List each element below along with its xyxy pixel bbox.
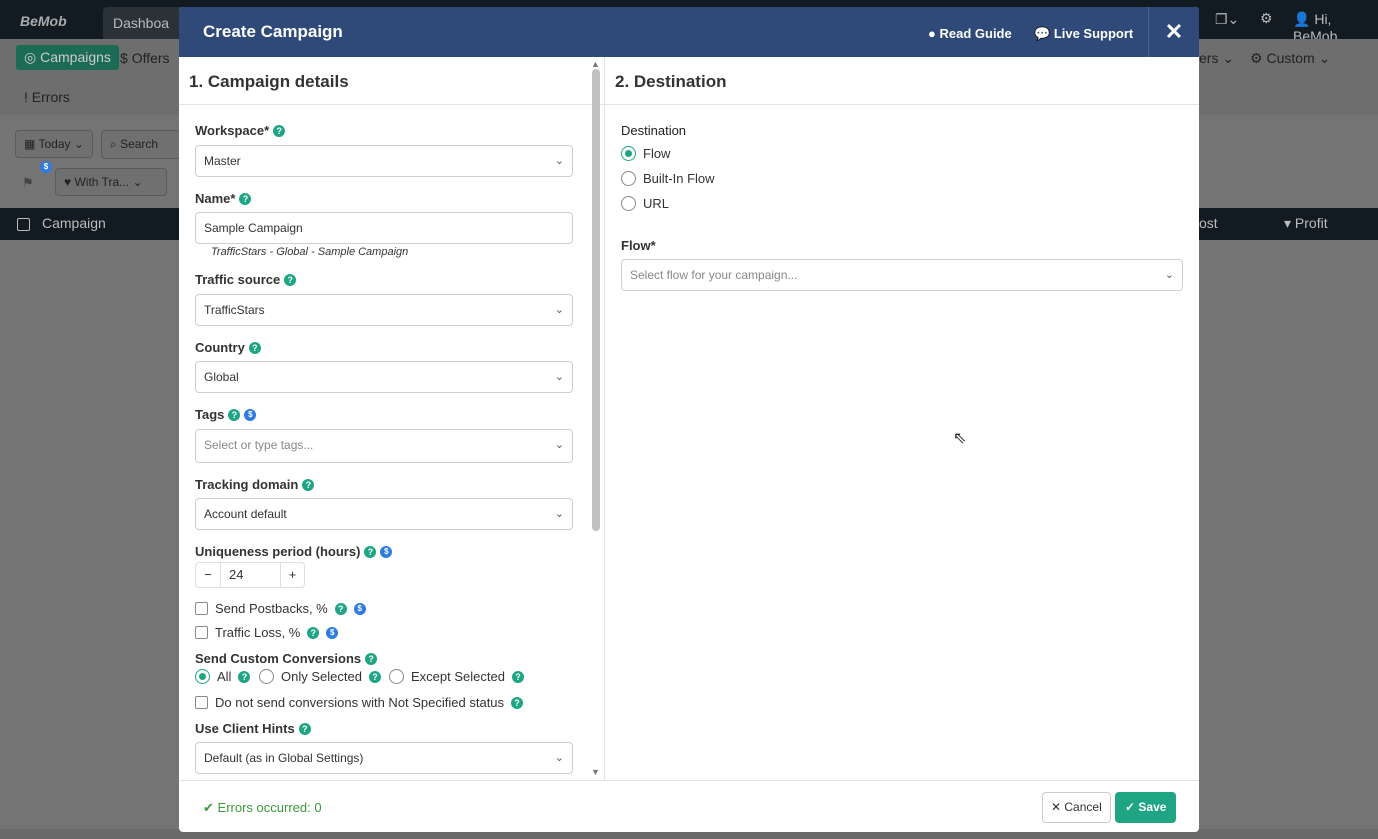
help-icon: ? xyxy=(238,670,251,683)
date-filter[interactable]: ▦ Today ⌄ xyxy=(15,130,93,158)
windows-icon[interactable]: ❐⌄ xyxy=(1215,11,1240,27)
section-heading: 1. Campaign details xyxy=(179,57,604,105)
destination-url-radio[interactable]: URL xyxy=(621,196,669,211)
nav-custom[interactable]: ⚙ Custom ⌄ xyxy=(1250,50,1331,66)
close-button[interactable]: ✕ xyxy=(1148,7,1199,57)
uniqueness-input[interactable]: 24 xyxy=(229,567,244,582)
name-hint: TrafficStars - Global - Sample Campaign xyxy=(211,246,409,258)
nav-others[interactable]: ers ⌄ xyxy=(1199,50,1235,66)
modal-footer: ✔ Errors occurred: 0 ✕ Cancel ✓ Save xyxy=(179,780,1199,832)
custom-conv-only-selected-radio[interactable]: Only Selected? xyxy=(259,669,381,684)
custom-conv-all-radio[interactable]: All? xyxy=(195,669,251,684)
traffic-source-select[interactable]: TrafficStars ⌄ xyxy=(195,294,573,326)
name-input[interactable]: Sample Campaign xyxy=(195,212,573,244)
save-button[interactable]: ✓ Save xyxy=(1115,792,1177,823)
help-icon: ? xyxy=(228,408,241,421)
errors-status: ✔ Errors occurred: 0 xyxy=(203,800,322,815)
not-specified-checkbox[interactable]: Do not send conversions with Not Specifi… xyxy=(195,695,524,710)
traffic-loss-checkbox[interactable]: Traffic Loss, %? $ xyxy=(195,625,339,640)
horizontal-scrollbar[interactable] xyxy=(0,829,1378,839)
dollar-icon: $ xyxy=(380,545,393,558)
send-postbacks-checkbox[interactable]: Send Postbacks, %? $ xyxy=(195,601,366,616)
custom-conv-except-selected-radio[interactable]: Except Selected? xyxy=(389,669,524,684)
help-icon: ? xyxy=(248,341,261,354)
scroll-down-icon[interactable]: ▼ xyxy=(591,767,600,777)
help-icon: ? xyxy=(364,545,377,558)
gear-icon[interactable]: ⚙ xyxy=(1260,10,1273,26)
help-icon: ? xyxy=(239,192,252,205)
help-icon: ? xyxy=(511,670,524,683)
help-icon: ? xyxy=(302,478,315,491)
help-icon: ? xyxy=(334,602,347,615)
col-campaign[interactable]: Campaign xyxy=(42,215,106,231)
check-circle-icon: ✔ xyxy=(203,800,214,815)
chevron-down-icon: ⌄ xyxy=(554,439,564,451)
traffic-filter[interactable]: ♥ With Tra... ⌄ xyxy=(55,168,167,196)
help-icon: ● xyxy=(928,26,936,41)
chevron-down-icon: ⌄ xyxy=(554,371,564,383)
nav-campaigns[interactable]: ◎ Campaigns xyxy=(16,45,119,70)
select-all-checkbox[interactable] xyxy=(17,218,30,231)
cancel-button[interactable]: ✕ Cancel xyxy=(1042,792,1111,823)
logo: BeMob xyxy=(20,13,67,29)
live-support-link[interactable]: 💬 Live Support xyxy=(1034,26,1134,41)
tracking-domain-select[interactable]: Account default ⌄ xyxy=(195,498,573,530)
badge: $ xyxy=(40,161,52,173)
dollar-icon: $ xyxy=(326,626,339,639)
flow-label: Flow* xyxy=(621,238,656,253)
dollar-icon: $ xyxy=(244,408,257,421)
read-guide-link[interactable]: ● Read Guide xyxy=(928,26,1012,41)
destination-panel: 2. Destination Destination Flow Built-In… xyxy=(605,57,1199,780)
chat-icon: 💬 xyxy=(1034,26,1051,41)
help-icon: ? xyxy=(273,124,286,137)
mouse-cursor-icon: ⇖ xyxy=(953,430,967,447)
modal-title: Create Campaign xyxy=(203,22,343,41)
increment-button[interactable]: + xyxy=(280,563,304,587)
chevron-down-icon: ⌄ xyxy=(554,752,564,764)
flow-select[interactable]: Select flow for your campaign... ⌄ xyxy=(621,259,1183,291)
workspace-select[interactable]: Master ⌄ xyxy=(195,145,573,177)
help-icon: ? xyxy=(298,722,311,735)
flag-icon[interactable]: ⚑ xyxy=(22,175,34,190)
decrement-button[interactable]: − xyxy=(196,563,221,587)
chevron-down-icon: ⌄ xyxy=(554,155,564,167)
chevron-down-icon: ⌄ xyxy=(554,508,564,520)
nav-errors[interactable]: ! Errors xyxy=(24,89,70,105)
help-icon: ? xyxy=(511,696,524,709)
help-icon: ? xyxy=(307,626,320,639)
modal-header: Create Campaign ● Read Guide 💬 Live Supp… xyxy=(179,7,1199,57)
vertical-scrollbar[interactable] xyxy=(592,69,600,531)
chevron-down-icon: ⌄ xyxy=(554,304,564,316)
create-campaign-modal: Create Campaign ● Read Guide 💬 Live Supp… xyxy=(179,7,1199,832)
destination-builtin-flow-radio[interactable]: Built-In Flow xyxy=(621,171,715,186)
col-cost[interactable]: ost xyxy=(1199,215,1218,231)
nav-offers[interactable]: $ Offers xyxy=(120,50,170,66)
help-icon: ? xyxy=(284,273,297,286)
chevron-down-icon: ⌄ xyxy=(1164,269,1174,281)
uniqueness-stepper: − 24 + xyxy=(195,562,305,588)
tags-select[interactable]: Select or type tags... ⌄ xyxy=(195,429,573,463)
search-input[interactable]: ⌕ Search xyxy=(101,130,181,159)
destination-flow-radio[interactable]: Flow xyxy=(621,146,670,161)
help-icon: ? xyxy=(368,670,381,683)
destination-label: Destination xyxy=(621,123,687,138)
tab-dashboard[interactable]: Dashboa xyxy=(103,7,183,39)
scroll-up-icon[interactable]: ▲ xyxy=(591,59,600,69)
client-hints-select[interactable]: Default (as in Global Settings) ⌄ xyxy=(195,742,573,774)
help-icon: ? xyxy=(365,652,378,665)
country-select[interactable]: Global ⌄ xyxy=(195,361,573,393)
campaign-details-panel: 1. Campaign details ▲ ▼ Workspace*? Mast… xyxy=(179,57,605,780)
dollar-icon: $ xyxy=(353,602,366,615)
section-heading: 2. Destination xyxy=(605,57,1199,105)
col-profit[interactable]: ▾ Profit xyxy=(1284,215,1328,231)
